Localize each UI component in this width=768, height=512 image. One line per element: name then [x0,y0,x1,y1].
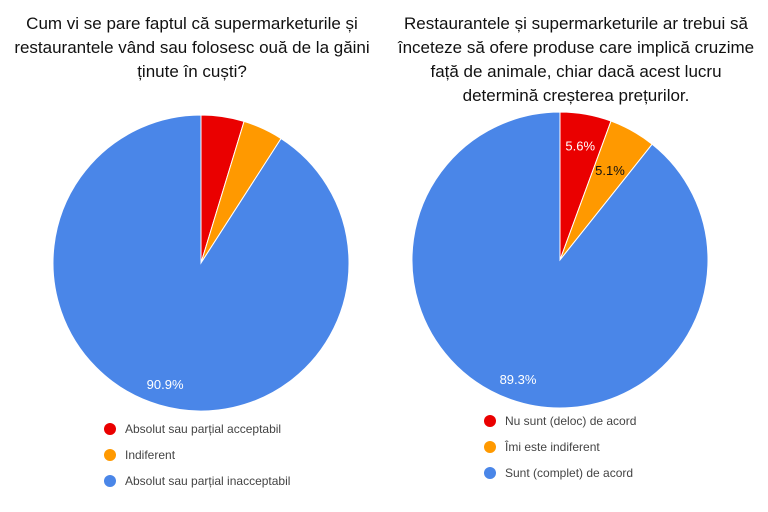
chart-title: Cum vi se pare faptul că supermarketuril… [14,14,370,81]
chart-legend: Absolut sau parțial acceptabil Indiferent… [104,416,290,494]
pie-chart: 90.9% [52,114,350,412]
pie-chart: 5.6%5.1% 89.3% [411,111,709,409]
legend-item-nu-sunt-deloc-de-acord: Nu sunt (deloc) de acord [484,408,636,434]
pie-slice-absolut-sau-partial-inacceptabil [52,114,350,412]
legend-swatch [484,441,496,453]
legend-item-sunt-complet-de-acord: Sunt (complet) de acord [484,460,636,486]
legend-label: Indiferent [125,448,176,462]
legend-label: Nu sunt (deloc) de acord [505,414,637,428]
chart-legend: Nu sunt (deloc) de acord Îmi este indifer… [484,408,636,486]
legend-label: Absolut sau parțial acceptabil [125,422,282,436]
pie-slice-sunt-complet-de-acord [411,111,709,409]
legend-swatch [484,467,496,479]
legend-label: Îmi este indiferent [505,440,600,454]
chart-left: Cum vi se pare faptul că supermarketuril… [14,14,370,494]
slice-label-absolut-sau-partial-inacceptabil: 90.9% [147,377,184,392]
legend-swatch [104,423,116,435]
slice-label-sunt-complet-de-acord: 89.3% [500,372,537,387]
slice-label-imi-este-indiferent: 5.1% [595,163,625,178]
legend-label: Absolut sau parțial inacceptabil [125,474,291,488]
slice-label-nu-sunt-deloc-de-acord: 5.6% [565,138,595,153]
legend-swatch [104,475,116,487]
chart-right: Restaurantele și supermarketurile ar tre… [384,0,768,512]
chart-title: Restaurantele și supermarketurile ar tre… [397,14,755,105]
legend-swatch [484,415,496,427]
legend-item-absolut-sau-partial-acceptabil: Absolut sau parțial acceptabil [104,416,290,442]
legend-item-absolut-sau-partial-inacceptabil: Absolut sau parțial inacceptabil [104,468,290,494]
legend-item-indiferent: Indiferent [104,442,290,468]
legend-label: Sunt (complet) de acord [505,466,634,480]
legend-item-imi-este-indiferent: Îmi este indiferent [484,434,636,460]
legend-swatch [104,449,116,461]
